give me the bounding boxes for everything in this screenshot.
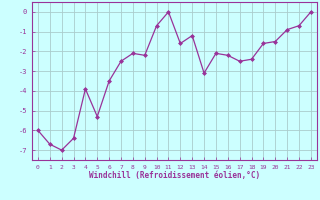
X-axis label: Windchill (Refroidissement éolien,°C): Windchill (Refroidissement éolien,°C) <box>89 171 260 180</box>
